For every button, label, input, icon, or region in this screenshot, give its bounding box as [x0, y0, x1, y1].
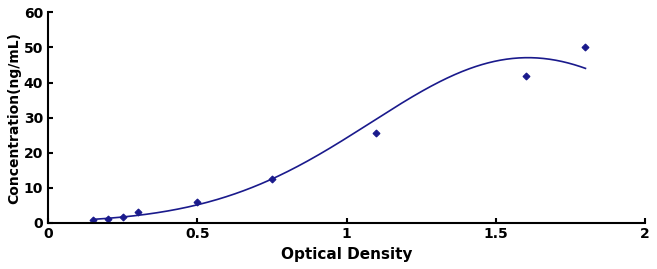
- X-axis label: Optical Density: Optical Density: [281, 247, 413, 262]
- Y-axis label: Concentration(ng/mL): Concentration(ng/mL): [7, 31, 21, 204]
